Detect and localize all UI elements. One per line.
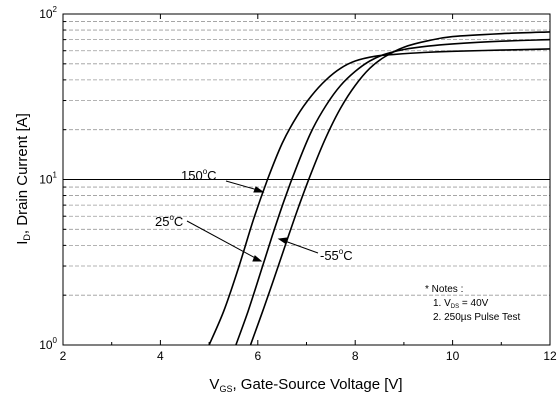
y-axis-title: ID, Drain Current [A] xyxy=(14,113,32,245)
x-tick-label: 8 xyxy=(352,349,359,363)
series-layer xyxy=(208,31,551,346)
note-vds: 1. VDS = 40V xyxy=(433,298,489,310)
series-label-minus55c: -55oC xyxy=(320,247,353,263)
y-tick-labels: 100 101 102 xyxy=(39,5,57,352)
x-tick-label: 2 xyxy=(60,349,67,363)
y-tick-label: 100 xyxy=(39,336,57,352)
arrowhead-150c xyxy=(253,186,265,193)
series-line-0 xyxy=(208,48,551,346)
series-line-1 xyxy=(235,38,551,346)
y-tick-label: 101 xyxy=(39,171,57,187)
grid-lines xyxy=(63,21,550,296)
notes-box: * Notes : 1. VDS = 40V 2. 250µs Pulse Te… xyxy=(425,284,521,323)
series-line-2 xyxy=(249,31,551,346)
x-tick-labels: 2 4 6 8 10 12 xyxy=(60,349,557,363)
x-tick-label: 12 xyxy=(543,349,557,363)
arrow-minus55c xyxy=(281,239,319,254)
y-tick-label: 102 xyxy=(39,5,57,21)
annotation-arrows xyxy=(186,180,319,262)
arrowhead-25c xyxy=(252,255,263,262)
tick-marks xyxy=(62,13,551,346)
arrowhead-minus55c xyxy=(277,237,288,244)
series-label-25c: 25oC xyxy=(155,213,183,229)
x-tick-label: 10 xyxy=(446,349,460,363)
arrow-25c xyxy=(186,220,260,261)
x-tick-label: 4 xyxy=(157,349,164,363)
note-heading: * Notes : xyxy=(425,284,463,295)
x-tick-label: 6 xyxy=(254,349,261,363)
note-pulse-test: 2. 250µs Pulse Test xyxy=(433,312,521,323)
x-axis-title: VGS, Gate-Source Voltage [V] xyxy=(209,376,402,394)
series-label-150c: 150oC xyxy=(181,167,217,183)
